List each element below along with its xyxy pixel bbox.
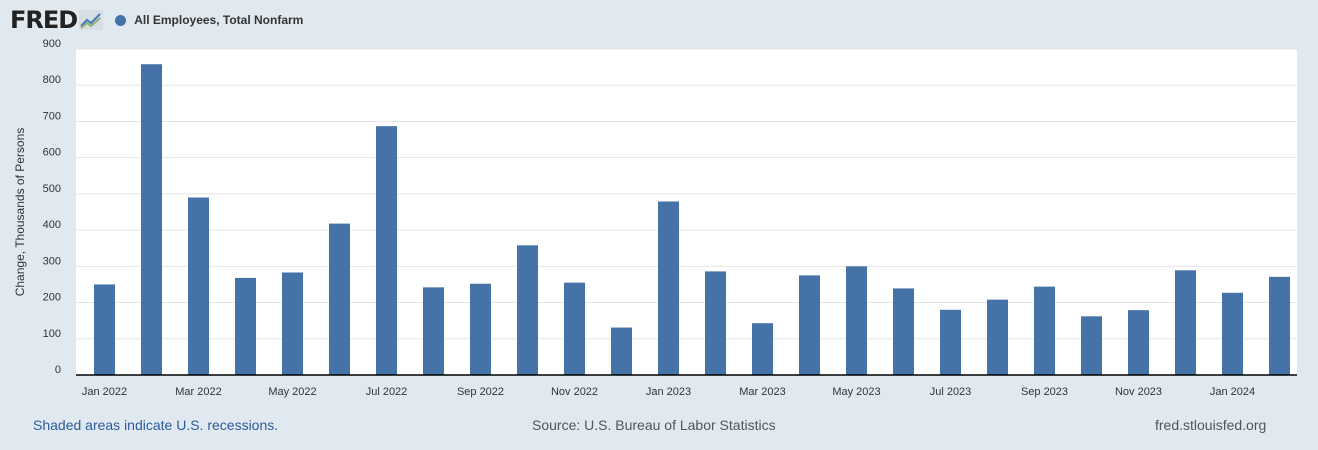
bar[interactable] xyxy=(752,323,773,375)
bar[interactable] xyxy=(1034,286,1055,375)
bar[interactable] xyxy=(235,277,256,375)
fred-graph-icon xyxy=(79,10,104,30)
bar[interactable] xyxy=(329,223,350,375)
x-tick-label: Nov 2022 xyxy=(551,386,598,398)
bar[interactable] xyxy=(376,126,397,375)
x-axis-ticks: Jan 2022 Mar 2022 May 2022 Jul 2022 Sep 2022… xyxy=(82,386,1255,398)
bar[interactable] xyxy=(1269,276,1290,375)
x-tick-label: Jan 2024 xyxy=(1210,386,1255,398)
bar[interactable] xyxy=(799,275,820,375)
x-tick-label: May 2022 xyxy=(268,386,316,398)
x-tick-label: Nov 2023 xyxy=(1115,386,1162,398)
bar[interactable] xyxy=(987,299,1008,375)
bar[interactable] xyxy=(893,288,914,375)
bar[interactable] xyxy=(846,266,867,375)
x-tick-label: Mar 2022 xyxy=(175,386,221,398)
x-tick-label: Sep 2022 xyxy=(457,386,504,398)
y-tick-label: 100 xyxy=(43,328,61,340)
fred-logo[interactable]: FRED xyxy=(10,6,104,34)
x-tick-label: Jul 2022 xyxy=(366,386,408,398)
bar[interactable] xyxy=(1128,310,1149,375)
bar[interactable] xyxy=(282,272,303,375)
bars xyxy=(94,64,1290,376)
plot-area xyxy=(76,49,1297,375)
bar[interactable] xyxy=(1222,292,1243,375)
x-tick-label: May 2023 xyxy=(832,386,880,398)
recession-note[interactable]: Shaded areas indicate U.S. recessions. xyxy=(33,417,279,433)
bar[interactable] xyxy=(141,64,162,376)
site-link[interactable]: fred.stlouisfed.org xyxy=(1155,417,1267,433)
series-marker-icon xyxy=(115,14,127,26)
x-tick-label: Jan 2023 xyxy=(646,386,691,398)
bar[interactable] xyxy=(1081,316,1102,375)
bar[interactable] xyxy=(705,271,726,375)
source-note: Source: U.S. Bureau of Labor Statistics xyxy=(532,417,776,433)
bar[interactable] xyxy=(423,287,444,375)
y-tick-label: 500 xyxy=(43,183,61,195)
legend: All Employees, Total Nonfarm xyxy=(115,13,303,27)
y-axis-title: Change, Thousands of Persons xyxy=(13,128,27,297)
bar[interactable] xyxy=(940,309,961,375)
y-axis-ticks: 0 100 200 300 400 500 600 700 800 900 xyxy=(43,38,61,376)
y-tick-label: 900 xyxy=(43,38,61,50)
y-tick-label: 400 xyxy=(43,219,61,231)
y-tick-label: 700 xyxy=(43,110,61,122)
y-tick-label: 300 xyxy=(43,255,61,267)
bar[interactable] xyxy=(188,197,209,375)
fred-logo-text: FRED xyxy=(10,6,78,34)
bar[interactable] xyxy=(1175,270,1196,375)
y-tick-label: 0 xyxy=(55,364,61,376)
gridlines xyxy=(76,48,1297,340)
bar[interactable] xyxy=(611,327,632,375)
x-tick-label: Sep 2023 xyxy=(1021,386,1068,398)
x-tick-label: Jan 2022 xyxy=(82,386,127,398)
bar[interactable] xyxy=(470,283,491,375)
bar-chart: 0 100 200 300 400 500 600 700 800 900 Jan 2022 Mar… xyxy=(13,38,1297,398)
chart-header: FRED All Employees, Total Nonfarm xyxy=(10,6,303,34)
y-tick-label: 800 xyxy=(43,74,61,86)
legend-series-label: All Employees, Total Nonfarm xyxy=(134,13,304,27)
bar[interactable] xyxy=(517,245,538,375)
x-tick-label: Mar 2023 xyxy=(739,386,785,398)
y-tick-label: 200 xyxy=(43,292,61,304)
bar[interactable] xyxy=(94,284,115,375)
bar[interactable] xyxy=(658,201,679,375)
x-tick-label: Jul 2023 xyxy=(930,386,972,398)
bar[interactable] xyxy=(564,282,585,375)
y-tick-label: 600 xyxy=(43,147,61,159)
